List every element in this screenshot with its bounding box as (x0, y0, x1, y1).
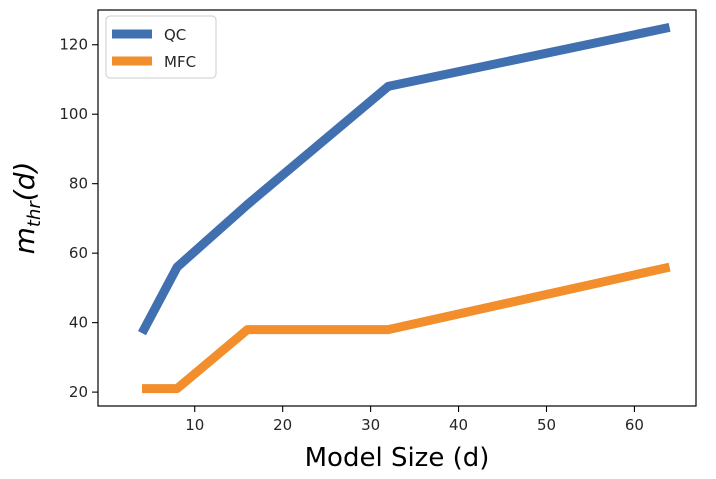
axes-frame (97, 9, 697, 407)
x-tick-label: 40 (449, 416, 468, 434)
legend-label-qc: QC (164, 26, 186, 44)
x-tick-label: 50 (537, 416, 556, 434)
x-tick-label: 60 (625, 416, 644, 434)
plot-area (138, 22, 671, 394)
y-axis-label-subscript: thr (24, 200, 45, 227)
y-tick-label: 20 (69, 383, 88, 401)
y-tick-label: 40 (69, 314, 88, 332)
x-tick-label: 30 (361, 416, 380, 434)
series-line-mfc (142, 262, 671, 394)
y-tick-label: 60 (69, 244, 88, 262)
y-tick-label: 120 (59, 36, 88, 54)
series-line-qc (138, 22, 671, 336)
legend-label-mfc: MFC (164, 53, 196, 71)
y-axis-label: mthr(d) (8, 162, 45, 255)
x-tick-label: 10 (185, 416, 204, 434)
legend: QC MFC (105, 15, 217, 79)
x-tick-label: 20 (273, 416, 292, 434)
y-axis-label-base: m (8, 227, 41, 254)
axis-ticks: 10 20 30 40 50 60 20 40 60 80 100 120 (59, 36, 644, 434)
y-axis-label-argument: (d) (8, 162, 41, 202)
y-tick-label: 100 (59, 105, 88, 123)
x-axis-label: Model Size (d) (305, 443, 490, 473)
y-tick-label: 80 (69, 175, 88, 193)
legend-box (105, 15, 217, 79)
